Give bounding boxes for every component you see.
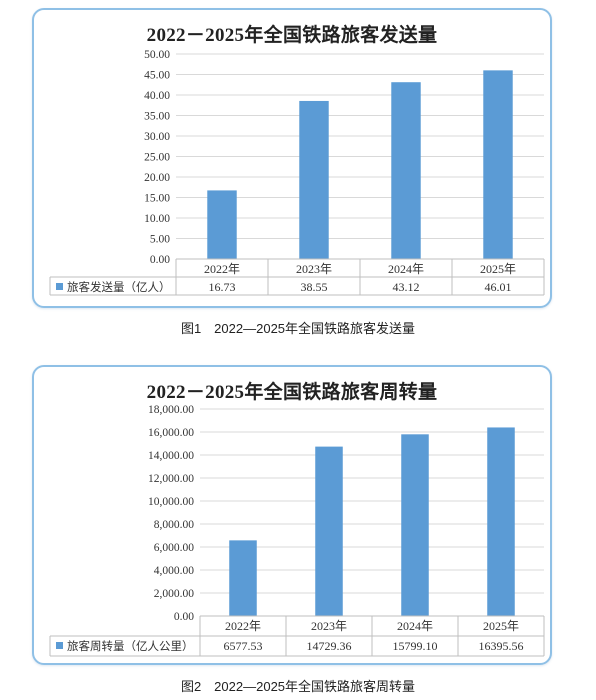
legend-label: 旅客发送量（亿人）	[67, 280, 171, 294]
y-tick-label: 14,000.00	[148, 450, 194, 462]
y-tick-label: 40.00	[144, 90, 170, 102]
x-tick-label: 2022年	[225, 619, 261, 633]
y-tick-label: 18,000.00	[148, 404, 194, 416]
y-tick-label: 50.00	[144, 49, 170, 61]
bar	[401, 434, 429, 616]
bar	[487, 427, 515, 616]
y-tick-label: 0.00	[174, 611, 194, 623]
x-tick-label: 2025年	[483, 619, 519, 633]
data-table-value: 16.73	[209, 280, 236, 294]
y-tick-label: 4,000.00	[154, 565, 195, 577]
bar	[229, 540, 257, 616]
chart-panel-2: 2022－2025年全国铁路旅客周转量 0.00 2,000.00 4,000.00…	[32, 365, 552, 665]
bar	[207, 190, 237, 259]
x-tick-label: 2024年	[397, 619, 433, 633]
figure-caption-1: 图1 2022—2025年全国铁路旅客发送量	[180, 321, 416, 336]
y-tick-label: 45.00	[144, 70, 170, 82]
y-tick-label: 10,000.00	[148, 496, 194, 508]
data-table-value: 46.01	[485, 280, 512, 294]
bar	[299, 100, 329, 259]
y-tick-label: 10.00	[144, 213, 170, 225]
y-tick-label: 5.00	[150, 234, 170, 246]
legend-label: 旅客周转量（亿人公里）	[67, 639, 194, 653]
y-tick-label: 8,000.00	[154, 519, 195, 531]
y-tick-label: 30.00	[144, 131, 170, 143]
y-tick-label: 2,000.00	[154, 588, 195, 600]
data-table-value: 38.55	[301, 280, 328, 294]
chart-title-2: 2022－2025年全国铁路旅客周转量	[146, 382, 438, 403]
y-tick-label: 15.00	[144, 193, 170, 205]
bar	[391, 82, 421, 259]
chart-panel-1: 2022－2025年全国铁路旅客发送量 0.00 5.00 10.00 15.00 20…	[32, 8, 552, 308]
data-table-value: 15799.10	[393, 639, 438, 653]
y-tick-label: 20.00	[144, 172, 170, 184]
figure-caption-2: 图2 2022—2025年全国铁路旅客周转量	[180, 679, 416, 694]
x-tick-label: 2023年	[311, 619, 347, 633]
bar	[315, 446, 343, 616]
y-tick-label: 0.00	[150, 254, 170, 266]
chart-1-svg: 0.00 5.00 10.00 15.00 20.00 25.00 30.00 35.00 40…	[49, 49, 545, 296]
y-tick-label: 25.00	[144, 152, 170, 164]
y-tick-label: 35.00	[144, 111, 170, 123]
y-tick-label: 12,000.00	[148, 473, 194, 485]
x-tick-label: 2024年	[388, 262, 424, 276]
y-tick-label: 16,000.00	[148, 427, 194, 439]
x-tick-label: 2022年	[204, 262, 240, 276]
chart-2-svg: 0.00 2,000.00 4,000.00 6,000.00 8,000.00 10,0…	[49, 404, 545, 657]
data-table-value: 6577.53	[224, 639, 263, 653]
bar	[483, 70, 513, 259]
data-table-value: 16395.56	[479, 639, 524, 653]
chart-title-1: 2022－2025年全国铁路旅客发送量	[146, 25, 438, 46]
legend-swatch	[56, 642, 63, 649]
data-table-value: 14729.36	[307, 639, 352, 653]
x-tick-label: 2023年	[296, 262, 332, 276]
data-table-value: 43.12	[393, 280, 420, 294]
legend-swatch	[56, 283, 63, 290]
y-tick-label: 6,000.00	[154, 542, 195, 554]
x-tick-label: 2025年	[480, 262, 516, 276]
